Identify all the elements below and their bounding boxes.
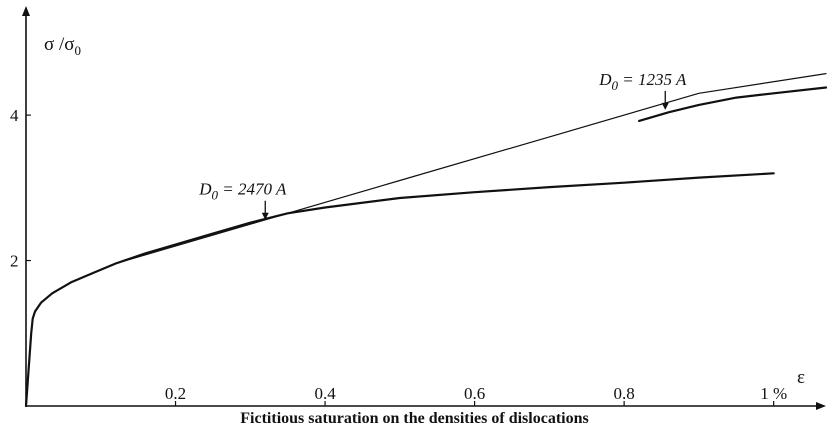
annotation-subscript: 0 bbox=[612, 78, 619, 93]
y-axis-arrow bbox=[22, 6, 30, 16]
annotation-rest: = 2470 A bbox=[218, 180, 287, 199]
series-line bbox=[637, 86, 828, 123]
series-line bbox=[24, 172, 775, 408]
chart-caption: Fictitious saturation on the densities o… bbox=[240, 410, 589, 427]
annotation-label: D0 = 1235 A bbox=[598, 70, 687, 93]
series-line bbox=[115, 72, 827, 265]
x-axis-title: ε bbox=[797, 367, 805, 388]
x-tick-label: 0.4 bbox=[314, 384, 336, 403]
annotation-subscript: 0 bbox=[212, 188, 219, 203]
y-axis-title: σ /σ0 bbox=[44, 34, 81, 58]
annotation-arrow-head bbox=[661, 102, 669, 110]
y-ticks: 24 bbox=[10, 106, 31, 271]
x-tick-label: 0.2 bbox=[165, 384, 186, 403]
y-tick-label: 4 bbox=[10, 106, 19, 125]
x-tick-label: 0.6 bbox=[464, 384, 485, 403]
annotation-arrow-head bbox=[261, 212, 269, 220]
x-tick-label: 0.8 bbox=[614, 384, 635, 403]
annotations: D0 = 2470 AD0 = 1235 A bbox=[198, 70, 687, 220]
series-group bbox=[24, 72, 828, 408]
y-axis-title-subscript: 0 bbox=[75, 43, 82, 58]
x-ticks: 0.2 0.4 0.6 0.8 1 % bbox=[165, 384, 787, 406]
annotation-label: D0 = 2470 A bbox=[198, 180, 287, 203]
annotation-rest: = 1235 A bbox=[618, 70, 687, 89]
y-tick-label: 2 bbox=[10, 252, 19, 271]
annotation-main: D bbox=[598, 70, 612, 89]
x-axis-arrow bbox=[816, 402, 826, 410]
x-tick-label: 1 % bbox=[760, 384, 787, 403]
annotation-main: D bbox=[198, 180, 212, 199]
